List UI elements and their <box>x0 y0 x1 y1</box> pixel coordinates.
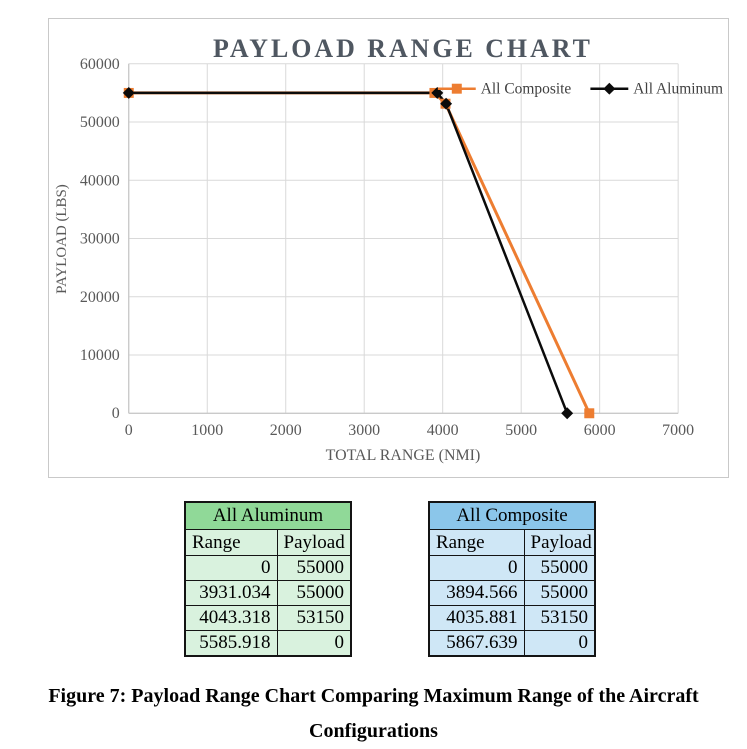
x-tick-label: 7000 <box>662 422 694 439</box>
y-tick-label: 0 <box>112 405 120 422</box>
column-header-range: Range <box>428 529 525 556</box>
table-cell: 4035.881 <box>428 605 525 631</box>
table-cell: 5867.639 <box>428 630 525 657</box>
column-header-range: Range <box>184 529 278 556</box>
table-row: 4035.881 53150 <box>428 605 596 631</box>
y-tick-label: 30000 <box>80 231 120 248</box>
x-axis-title: TOTAL RANGE (NMI) <box>326 447 481 464</box>
all-composite-table: All Composite Range Payload 0 55000 3894.566 5… <box>428 501 596 657</box>
series-markers-all-composite <box>123 87 595 419</box>
table-cell: 55000 <box>523 555 596 581</box>
diamond-marker-icon <box>603 82 616 95</box>
table-row: 0 55000 <box>428 555 596 581</box>
column-header-payload: Payload <box>276 529 352 556</box>
y-tick-label: 10000 <box>80 347 120 364</box>
y-axis-title: PAYLOAD (LBS) <box>54 184 70 294</box>
table-cell: 53150 <box>276 605 352 631</box>
table-cell: 0 <box>276 630 352 657</box>
table-title-all-composite: All Composite <box>428 501 596 530</box>
series-line-all-composite <box>128 91 591 414</box>
x-tick-labels: 0 1000 2000 3000 4000 5000 6000 7000 <box>125 422 694 439</box>
diamond-marker-icon <box>122 86 135 99</box>
figure-caption-line1: Figure 7: Payload Range Chart Comparing … <box>48 685 699 707</box>
x-tick-label: 1000 <box>191 422 223 439</box>
y-tick-labels: 0 10000 20000 30000 40000 50000 60000 <box>80 56 120 422</box>
table-cell: 0 <box>428 555 525 581</box>
table-cell: 55000 <box>276 580 352 606</box>
y-tick-label: 60000 <box>80 56 120 73</box>
legend-item-all-aluminum: All Aluminum <box>590 81 723 98</box>
series-line-all-aluminum <box>128 91 569 414</box>
diamond-marker-icon <box>561 407 574 420</box>
x-tick-label: 6000 <box>584 422 616 439</box>
x-tick-label: 5000 <box>505 422 537 439</box>
legend-label-all-aluminum: All Aluminum <box>633 81 723 98</box>
table-cell: 53150 <box>523 605 596 631</box>
square-marker-icon <box>584 408 595 419</box>
table-row: 5585.918 0 <box>184 630 352 657</box>
table-cell: 3894.566 <box>428 580 525 606</box>
table-cell: 3931.034 <box>184 580 278 606</box>
x-tick-label: 4000 <box>427 422 459 439</box>
y-tick-label: 20000 <box>80 289 120 306</box>
figure-caption: Figure 7: Payload Range Chart Comparing … <box>0 679 747 749</box>
table-cell: 0 <box>523 630 596 657</box>
table-row: 3931.034 55000 <box>184 580 352 606</box>
gridlines <box>128 63 679 414</box>
table-title-all-aluminum: All Aluminum <box>184 501 352 530</box>
x-tick-label: 2000 <box>270 422 302 439</box>
table-row: 4043.318 53150 <box>184 605 352 631</box>
all-aluminum-table: All Aluminum Range Payload 0 55000 3931.034 55… <box>184 501 352 657</box>
table-cell: 0 <box>184 555 278 581</box>
y-tick-label: 50000 <box>80 114 120 131</box>
table-row: 0 55000 <box>184 555 352 581</box>
x-tick-label: 0 <box>125 422 133 439</box>
table-row: 3894.566 55000 <box>428 580 596 606</box>
legend-item-all-composite: All Composite <box>437 81 572 98</box>
square-marker-icon <box>451 83 462 94</box>
table-cell: 4043.318 <box>184 605 278 631</box>
table-cell: 55000 <box>523 580 596 606</box>
table-cell: 55000 <box>276 555 352 581</box>
figure-caption-line2: Configurations <box>309 720 438 742</box>
table-cell: 5585.918 <box>184 630 278 657</box>
table-row: 5867.639 0 <box>428 630 596 657</box>
legend: All Composite All Aluminum <box>437 81 723 98</box>
x-tick-label: 3000 <box>348 422 380 439</box>
chart-title: PAYLOAD RANGE CHART <box>213 34 593 63</box>
legend-label-all-composite: All Composite <box>481 81 572 98</box>
column-header-payload: Payload <box>523 529 596 556</box>
chart-canvas: PAYLOAD RANGE CHART010000200003000040000… <box>54 34 723 464</box>
payload-range-chart: PAYLOAD RANGE CHART 0 10000 20000 30000 40000… <box>48 18 729 478</box>
y-tick-label: 40000 <box>80 172 120 189</box>
